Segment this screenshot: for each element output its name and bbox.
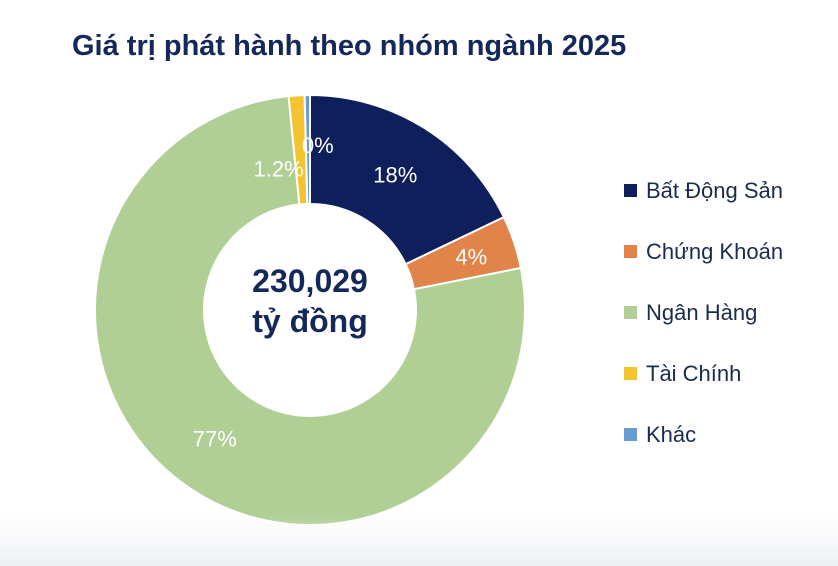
slice-ngân-hàng	[94, 94, 526, 526]
legend-item-tài-chính: Tài Chính	[624, 343, 783, 404]
slice-label-bất-động-sản: 18%	[373, 163, 417, 188]
legend-label: Bất Động Sản	[646, 177, 783, 203]
slice-label-ngân-hàng: 77%	[193, 427, 237, 452]
legend-swatch	[624, 184, 637, 197]
legend-label: Chứng Khoán	[646, 238, 784, 264]
slice-labels: 18% 4% 77% 1.2%0%	[193, 133, 487, 452]
legend-item-khác: Khác	[624, 404, 783, 465]
center-total-unit: tỷ đồng	[252, 303, 368, 339]
legend-swatch	[624, 245, 637, 258]
center-total-value: 230,029	[252, 263, 368, 299]
legend-label: Khác	[646, 421, 697, 447]
legend-item-chứng-khoán: Chứng Khoán	[624, 221, 783, 282]
chart-title: Giá trị phát hành theo nhóm ngành 2025	[72, 30, 627, 62]
legend-label: Tài Chính	[646, 360, 742, 386]
slice-label-tài-chính: 1.2%	[254, 156, 304, 181]
legend-item-ngân-hàng: Ngân Hàng	[624, 282, 783, 343]
slice-khác	[303, 93, 311, 206]
donut-slices	[94, 93, 526, 526]
slice-label-khác: 0%	[302, 133, 334, 158]
bottom-shadow	[0, 516, 838, 566]
slice-bất-động-sản	[309, 93, 506, 266]
legend-swatch	[624, 428, 637, 441]
legend-item-bất-động-sản: Bất Động Sản	[624, 160, 783, 221]
slice-label-chứng-khoán: 4%	[455, 244, 487, 269]
chart-legend: Bất Động Sản Chứng Khoán Ngân Hàng Tài Chín…	[624, 160, 783, 465]
legend-swatch	[624, 367, 637, 380]
legend-swatch	[624, 306, 637, 319]
legend-label: Ngân Hàng	[646, 299, 758, 325]
